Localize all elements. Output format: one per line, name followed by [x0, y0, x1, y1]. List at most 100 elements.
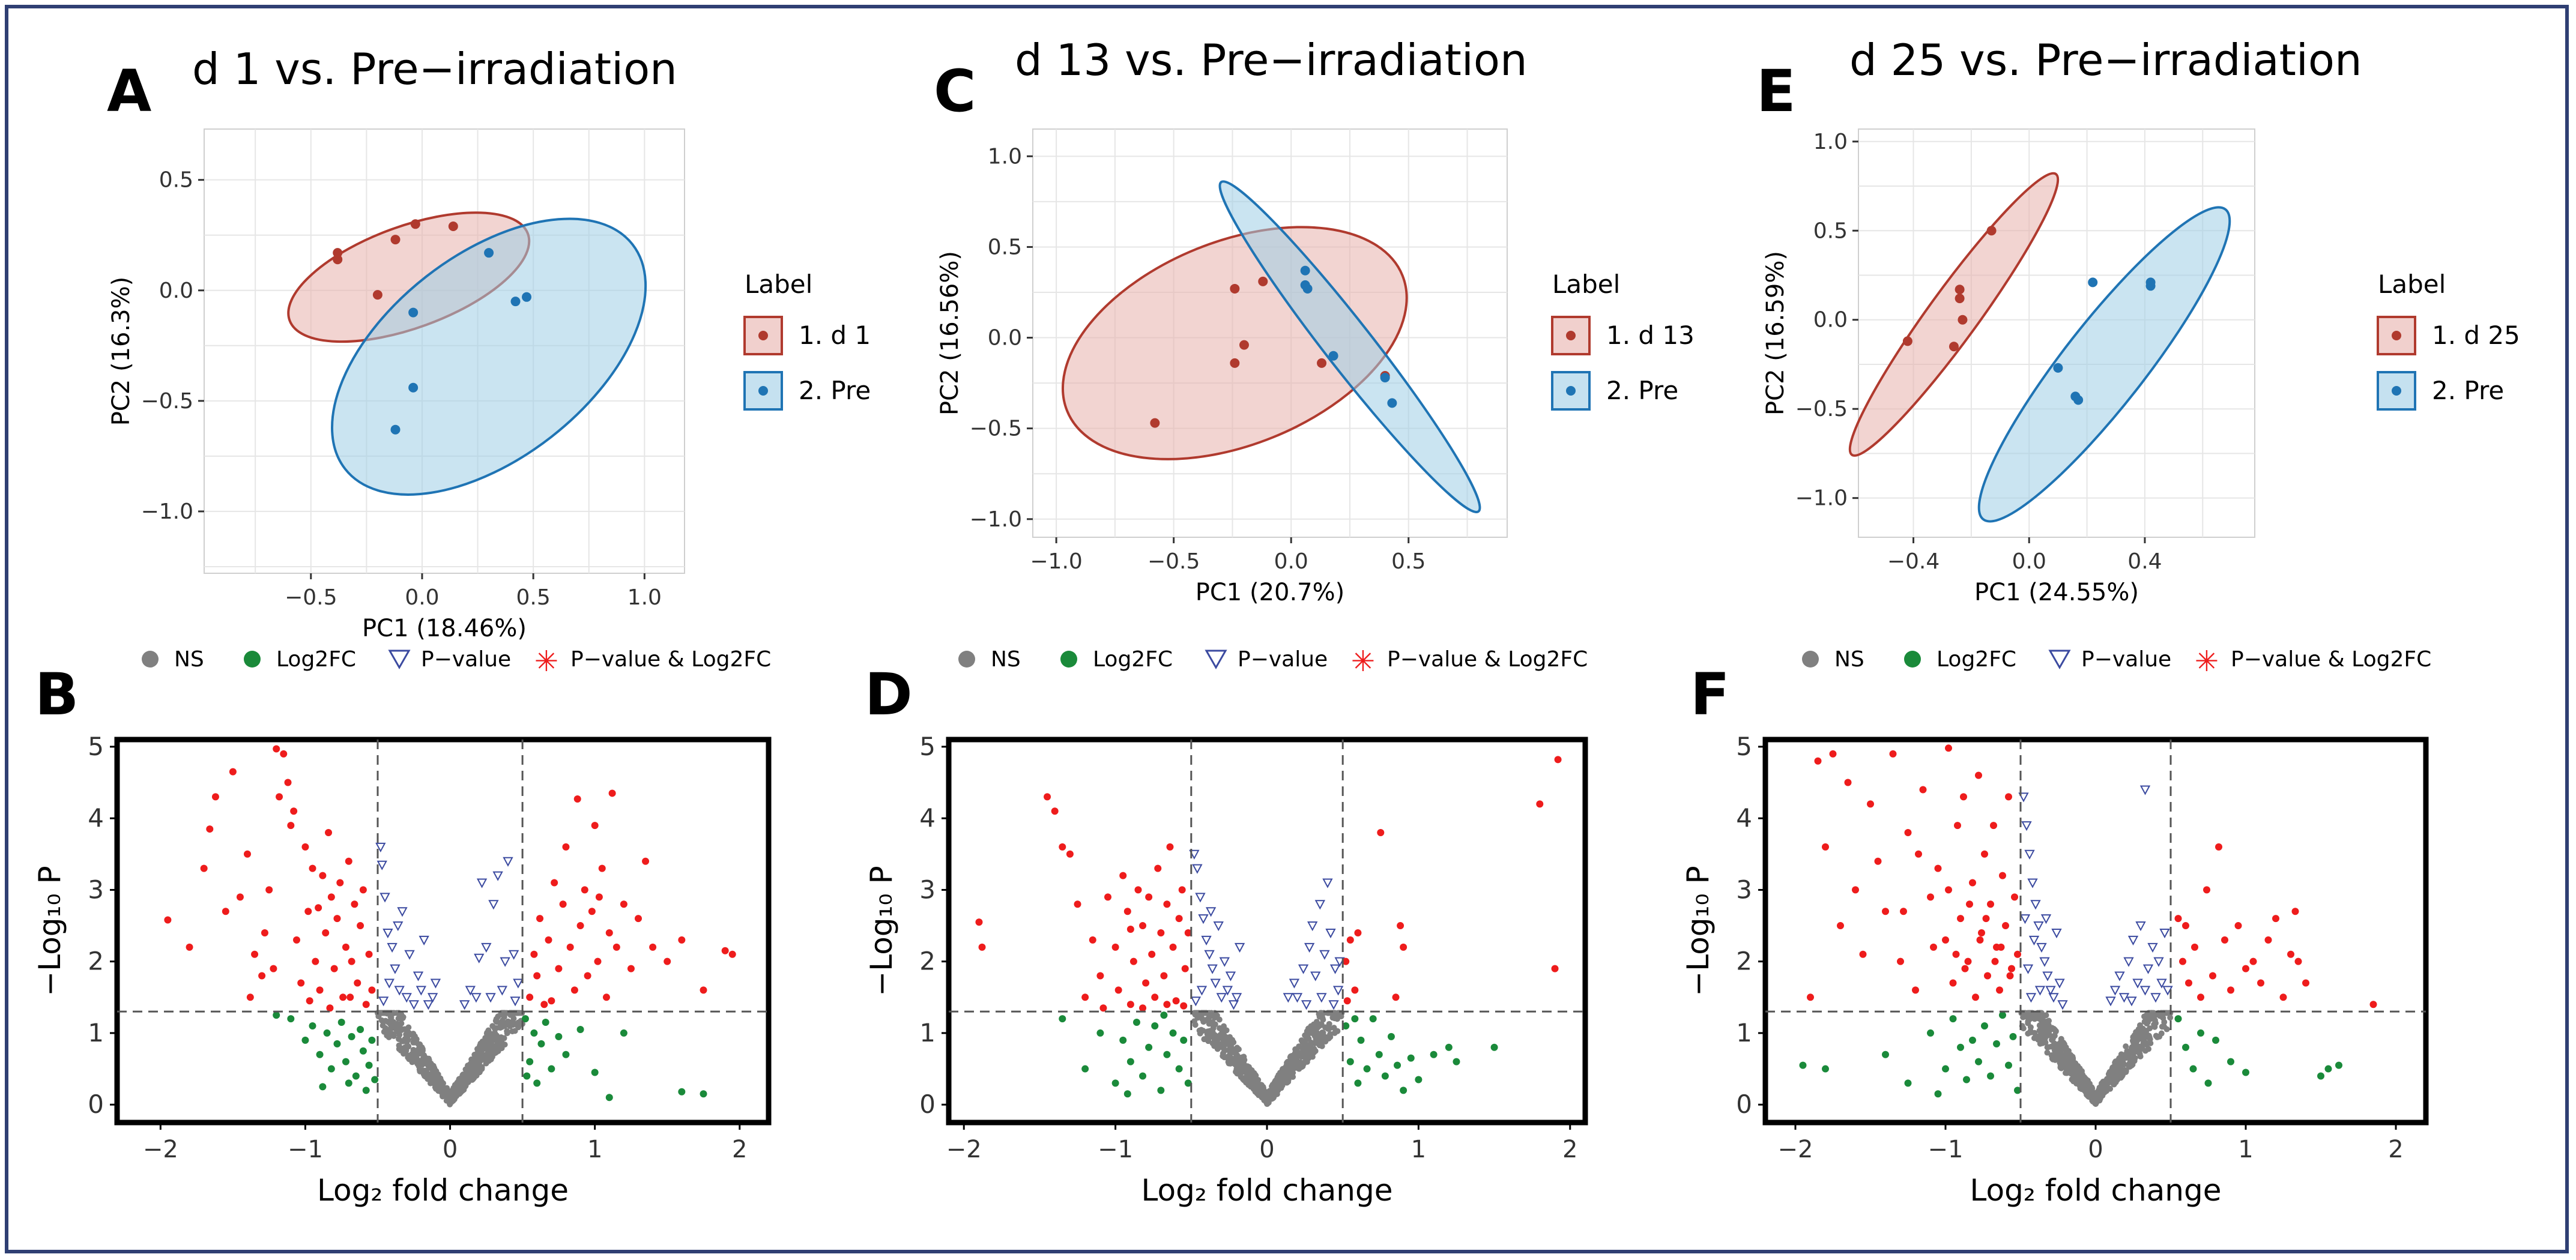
pvalue-point: [2159, 928, 2170, 939]
ns-point: [2126, 1055, 2132, 1061]
x-tick-label: 0.0: [405, 585, 439, 610]
ns-point: [416, 1066, 423, 1073]
legend-label: 2. Pre: [1606, 376, 1678, 405]
log2fc-point: [1934, 1090, 1942, 1098]
pvalue-point: [394, 986, 405, 996]
ns-point: [1226, 1035, 1233, 1042]
panel-b: −2 −1 0 1 2 0 1 2 3 4 5 Log₂ fold change −Log₁₀ P NS L…: [32, 645, 772, 1208]
ns-point: [455, 1081, 461, 1087]
ns-point: [419, 1057, 426, 1063]
data-point: [1955, 294, 1965, 304]
pvalue-point: [459, 1000, 470, 1010]
pvalue-point: [390, 964, 401, 974]
ns-point: [1287, 1054, 1293, 1061]
pvalue-point: [1195, 893, 1206, 903]
log2fc-point: [333, 1040, 341, 1047]
legend-label: 2. Pre: [799, 376, 871, 405]
ns-point: [1286, 1073, 1293, 1079]
significant-point: [336, 879, 344, 887]
significant-point: [325, 829, 333, 837]
ns-point: [2063, 1063, 2069, 1070]
significant-point: [2234, 922, 2242, 930]
log2fc-point: [1081, 1065, 1089, 1073]
log2fc-point: [2204, 1079, 2212, 1087]
significant-point: [1960, 793, 1967, 801]
ns-point: [388, 1014, 395, 1021]
significant-point: [290, 807, 298, 815]
log2fc-point: [530, 1029, 538, 1037]
pvalue-point: [476, 878, 488, 888]
ns-point: [1331, 1015, 1338, 1022]
x-axis-label: Log₂ fold change: [1141, 1173, 1393, 1208]
pvalue-point: [2018, 792, 2029, 803]
significant-point: [2279, 993, 2287, 1001]
significant-point: [1978, 929, 1985, 936]
significant-point: [1163, 1001, 1171, 1008]
log2fc-point: [1975, 1058, 1982, 1066]
pvalue-point: [387, 942, 398, 953]
pvalue-point: [376, 860, 387, 870]
ns-point: [2126, 1051, 2133, 1057]
log2fc-point: [523, 1072, 531, 1080]
significant-point: [1129, 957, 1137, 965]
panel-a: −0.5 0.0 0.5 1.0 0.5 0.0 −0.5 −1.0 d 1 vs. Pre−i…: [107, 44, 871, 642]
significant-point: [545, 936, 552, 944]
x-tick-label: −2: [143, 1136, 178, 1163]
log2fc-point: [342, 1058, 349, 1066]
significant-point: [339, 993, 347, 1001]
pvalue-point: [2042, 971, 2053, 981]
ns-point: [404, 1034, 410, 1041]
significant-point: [1554, 756, 1562, 764]
pvalue-point: [1231, 993, 1242, 1003]
significant-point: [1346, 936, 1354, 944]
ns-point: [2116, 1068, 2123, 1075]
y-tick-label: 0.5: [988, 235, 1022, 259]
log2fc-point: [1987, 1072, 1994, 1080]
confidence-ellipse-1: [1848, 172, 2060, 457]
ns-point: [2076, 1083, 2083, 1090]
pvalue-point: [1310, 971, 1321, 981]
legend-label: 2. Pre: [2432, 376, 2504, 405]
ns-point: [2113, 1058, 2120, 1065]
ns-point: [1331, 1025, 1337, 1031]
significant-point: [1852, 886, 1859, 894]
y-tick-label: 2: [88, 947, 104, 976]
significant-point: [555, 965, 563, 972]
pvalue-point: [1234, 942, 1245, 953]
significant-point: [573, 795, 581, 803]
significant-point: [365, 950, 373, 958]
ns-point: [398, 1027, 405, 1034]
legend-both-key: ✳: [534, 645, 558, 678]
significant-point: [1972, 993, 1979, 1001]
y-tick-label: 0: [919, 1090, 936, 1119]
ns-point: [2042, 1039, 2049, 1046]
log2fc-point: [2005, 1061, 2012, 1069]
x-tick-label: 0: [2088, 1136, 2103, 1163]
pvalue-point: [1283, 993, 1294, 1003]
data-point: [1955, 285, 1965, 295]
ns-point: [2024, 1013, 2030, 1020]
x-tick-label: −1.0: [1030, 549, 1082, 574]
significant-point: [1169, 943, 1177, 951]
ns-point: [1216, 1016, 1223, 1023]
panel-e: −0.4 0.0 0.4 1.0 0.5 0.0 −0.5 −1.0 d 25 vs. Pre−…: [1762, 35, 2520, 606]
y-tick-label: 4: [919, 803, 936, 833]
ns-point: [2085, 1094, 2092, 1100]
significant-point: [1081, 993, 1089, 1001]
data-point: [390, 235, 401, 245]
significant-point: [1157, 929, 1165, 936]
log2fc-point: [1151, 1022, 1159, 1030]
y-tick-label: 2: [919, 947, 936, 976]
significant-point: [562, 843, 570, 851]
x-tick-label: 2: [1562, 1136, 1577, 1163]
pvalue-point: [492, 871, 503, 881]
chart-title: d 25 vs. Pre−irradiation: [1849, 35, 2362, 85]
significant-point: [309, 864, 316, 872]
log2fc-point: [2182, 1043, 2189, 1051]
ns-point: [2059, 1054, 2066, 1061]
pvalue-point: [503, 857, 513, 867]
ns-point: [2044, 1049, 2051, 1056]
y-axis-label: PC2 (16.56%): [936, 251, 964, 415]
significant-point: [2264, 936, 2272, 944]
significant-point: [2005, 793, 2012, 801]
